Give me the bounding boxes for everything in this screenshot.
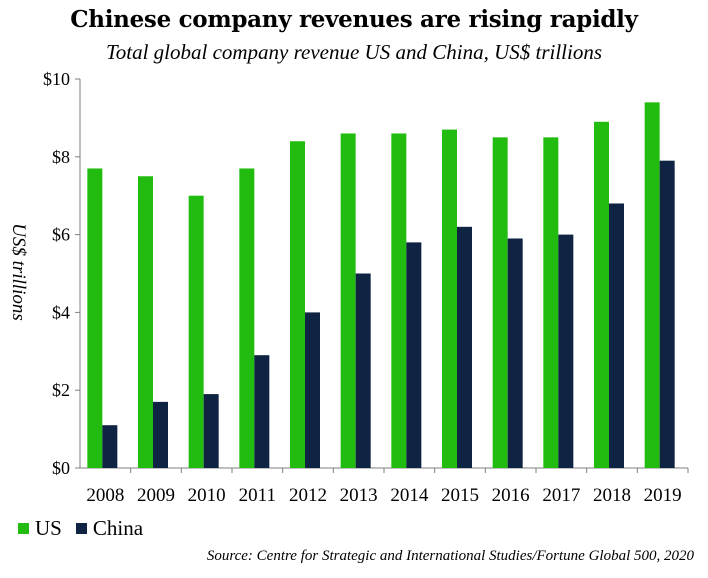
x-tick-label: 2018 [593,485,631,506]
x-tick-label: 2009 [137,485,175,506]
bar-china-2015 [457,226,472,468]
bar-china-2012 [305,312,320,468]
bar-us-2010 [188,195,204,468]
x-tick-label: 2016 [492,485,530,506]
bar-us-2011 [239,168,255,468]
y-tick-label: $2 [52,380,70,400]
bar-china-2011 [254,355,270,468]
bar-us-2017 [543,137,559,468]
x-tick-label: 2014 [390,485,429,506]
bar-us-2009 [138,176,153,468]
x-tick-label: 2012 [289,485,327,506]
y-tick-label: $8 [52,147,70,167]
legend-item-china: China [75,516,144,541]
bar-us-2018 [594,121,609,468]
y-tick-label: $6 [52,225,70,245]
legend-label-us: US [35,516,62,540]
bar-us-2016 [492,137,508,468]
chart-title: Chinese company revenues are rising rapi… [70,6,638,33]
source-note: Source: Centre for Strategic and Interna… [206,548,694,564]
bar-china-2019 [659,160,675,468]
bar-china-2016 [507,238,523,468]
y-tick-label: $0 [52,458,70,478]
bar-us-2012 [290,141,305,469]
legend: US China [18,516,157,541]
legend-swatch-us [18,523,29,534]
x-tick-label: 2015 [441,485,479,506]
bar-china-2017 [558,234,574,468]
legend-swatch-china [75,523,87,534]
bar-china-2013 [355,273,371,468]
legend-label-china: China [92,516,144,540]
x-tick-label: 2011 [239,485,276,506]
bar-china-2009 [153,401,168,468]
bar-china-2014 [406,242,422,468]
bar-us-2019 [644,102,660,468]
y-tick-label: $4 [52,302,70,322]
legend-item-us: US [18,516,62,541]
bar-us-2008 [87,168,103,468]
bar-china-2010 [203,394,219,468]
chart-subtitle: Total global company revenue US and Chin… [105,40,602,64]
bar-us-2014 [391,133,407,468]
bar-china-2018 [609,203,624,469]
x-tick-label: 2008 [86,485,124,506]
x-tick-label: 2013 [340,485,378,506]
x-tick-label: 2017 [542,485,580,506]
x-tick-label: 2019 [644,485,682,506]
x-tick-label: 2010 [188,485,226,506]
bar-us-2015 [442,129,457,468]
bar-us-2013 [340,133,356,468]
bar-china-2008 [102,425,118,468]
y-tick-label: $10 [43,69,70,89]
y-axis-label: US$ trillions [8,223,29,321]
